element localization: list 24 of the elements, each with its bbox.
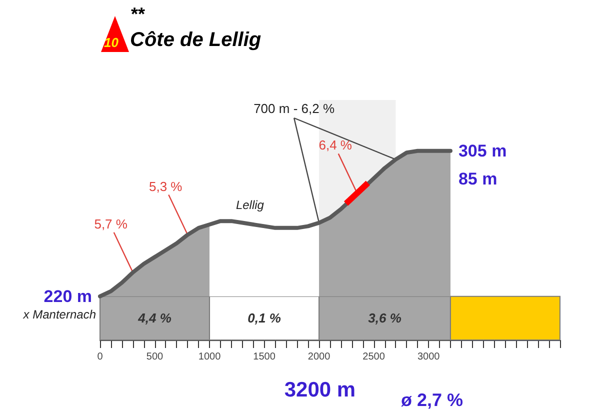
data-label: 305 m	[458, 141, 507, 160]
annotation: 5,7 %	[94, 216, 128, 232]
band-label: 700 m - 6,2 %	[254, 101, 335, 116]
band-label: 0,1 %	[248, 310, 282, 326]
x-tick-label: 500	[146, 352, 164, 362]
x-tick-label: 1500	[253, 352, 276, 362]
annotation: 3200 m	[284, 378, 356, 402]
annotation: Lellig	[236, 198, 264, 212]
band-label: 4,4 %	[137, 310, 172, 326]
annotation: 5,3 %	[148, 178, 183, 194]
band-label: 3,6 %	[368, 310, 402, 326]
annotation: x Manternach	[22, 307, 96, 322]
x-tick-label: 2000	[308, 352, 331, 362]
annotation: ø 2,7 %	[400, 390, 464, 410]
x-tick-label: 0	[97, 352, 104, 362]
x-tick-label: 2500	[362, 352, 386, 362]
x-tick-label: 3000	[417, 352, 440, 362]
chart-subtitle: **	[131, 4, 146, 25]
x-tick-label: 1000	[198, 352, 222, 362]
annotation: 85 m	[458, 169, 498, 188]
annotation: 6,4 %	[318, 138, 352, 153]
chart-title: Côte de Lellig	[130, 29, 262, 52]
data-label: 220 m	[44, 286, 92, 306]
text: 10	[104, 35, 118, 50]
